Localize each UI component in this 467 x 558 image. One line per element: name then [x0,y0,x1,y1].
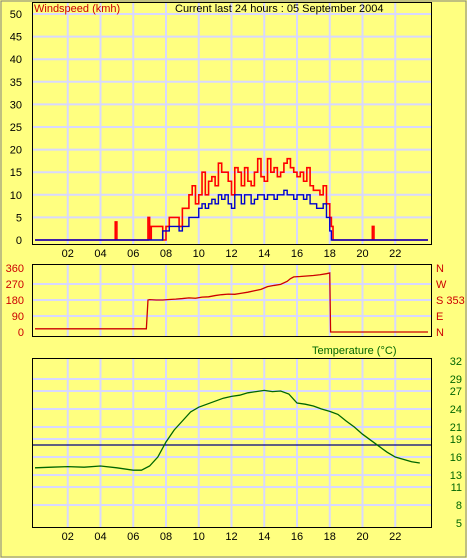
wind-series-average [35,189,428,241]
temperature-y-tick-label: 13 [450,470,462,482]
temperature-y-tick-label: 16 [450,452,462,464]
temperature-axis-label: Temperature (°C) [312,345,396,357]
wind-x-tick-label: 06 [127,248,139,260]
direction-y-tick-label: 270 [6,279,24,291]
direction-right-label: W [436,279,447,291]
temperature-y-tick-label: 11 [451,482,462,494]
wind-y-tick-label: 5 [16,212,22,224]
temperature-x-tick-label: 16 [291,531,303,543]
temperature-x-tick-label: 04 [94,531,106,543]
wind-y-tick-label: 35 [10,77,22,89]
temperature-y-tick-label: 19 [450,434,462,446]
wind-y-tick-label: 15 [10,167,22,179]
temperature-y-tick-label: 24 [450,404,462,416]
temperature-series [34,389,420,471]
temperature-y-tick-label: 32 [450,356,462,368]
direction-y-tick-label: 0 [18,327,24,339]
wind-x-tick-label: 04 [94,248,106,260]
wind-y-tick-label: 10 [10,190,22,202]
windspeed-label: Windspeed (kmh) [34,3,120,15]
data-layer [33,157,431,471]
wind-x-tick-label: 12 [225,248,237,260]
grid-layer [32,2,432,528]
panel-frame [32,2,432,245]
wind-x-tick-label: 20 [356,248,368,260]
wind-y-tick-label: 45 [10,32,22,44]
chart-title: Current last 24 hours : 05 September 200… [175,3,384,15]
temperature-x-tick-label: 08 [160,531,172,543]
temperature-x-tick-label: 14 [258,531,270,543]
wind-y-tick-label: 20 [10,145,22,157]
temperature-y-tick-label: 8 [456,500,462,512]
panel-frame [32,358,432,528]
wind-x-tick-label: 08 [160,248,172,260]
temperature-y-tick-label: 27 [450,386,462,398]
wind-y-tick-label: 0 [16,235,22,247]
temperature-x-tick-label: 06 [127,531,139,543]
temperature-x-tick-label: 18 [324,531,336,543]
direction-right-label: N [436,327,444,339]
wind-y-tick-label: 40 [10,54,22,66]
temperature-x-tick-label: 10 [193,531,205,543]
wind-x-tick-label: 16 [291,248,303,260]
wind-x-tick-label: 14 [258,248,270,260]
direction-y-tick-label: 90 [12,311,24,323]
wind-y-tick-label: 30 [10,99,22,111]
wind-y-tick-label: 25 [10,122,22,134]
direction-right-label: E [436,311,443,323]
temperature-x-tick-label: 22 [389,531,401,543]
direction-right-label: N [436,263,444,275]
text-layer: Windspeed (kmh) Current last 24 hours : … [6,3,465,543]
temperature-y-tick-label: 21 [450,422,462,434]
wind-x-tick-label: 22 [389,248,401,260]
direction-y-tick-label: 180 [6,295,24,307]
temperature-y-tick-label: 5 [456,518,462,530]
wind-y-tick-label: 50 [10,9,22,21]
temperature-x-tick-label: 02 [62,531,74,543]
direction-series [35,272,428,333]
wind-series-gust [35,157,428,241]
wind-x-tick-label: 02 [62,248,74,260]
panel-frame [32,264,432,337]
temperature-x-tick-label: 20 [356,531,368,543]
temperature-y-tick-label: 29 [450,374,462,386]
temperature-x-tick-label: 12 [225,531,237,543]
wind-x-tick-label: 10 [193,248,205,260]
direction-y-tick-label: 360 [6,263,24,275]
wind-x-tick-label: 18 [324,248,336,260]
direction-right-label: S 353 [436,295,465,307]
